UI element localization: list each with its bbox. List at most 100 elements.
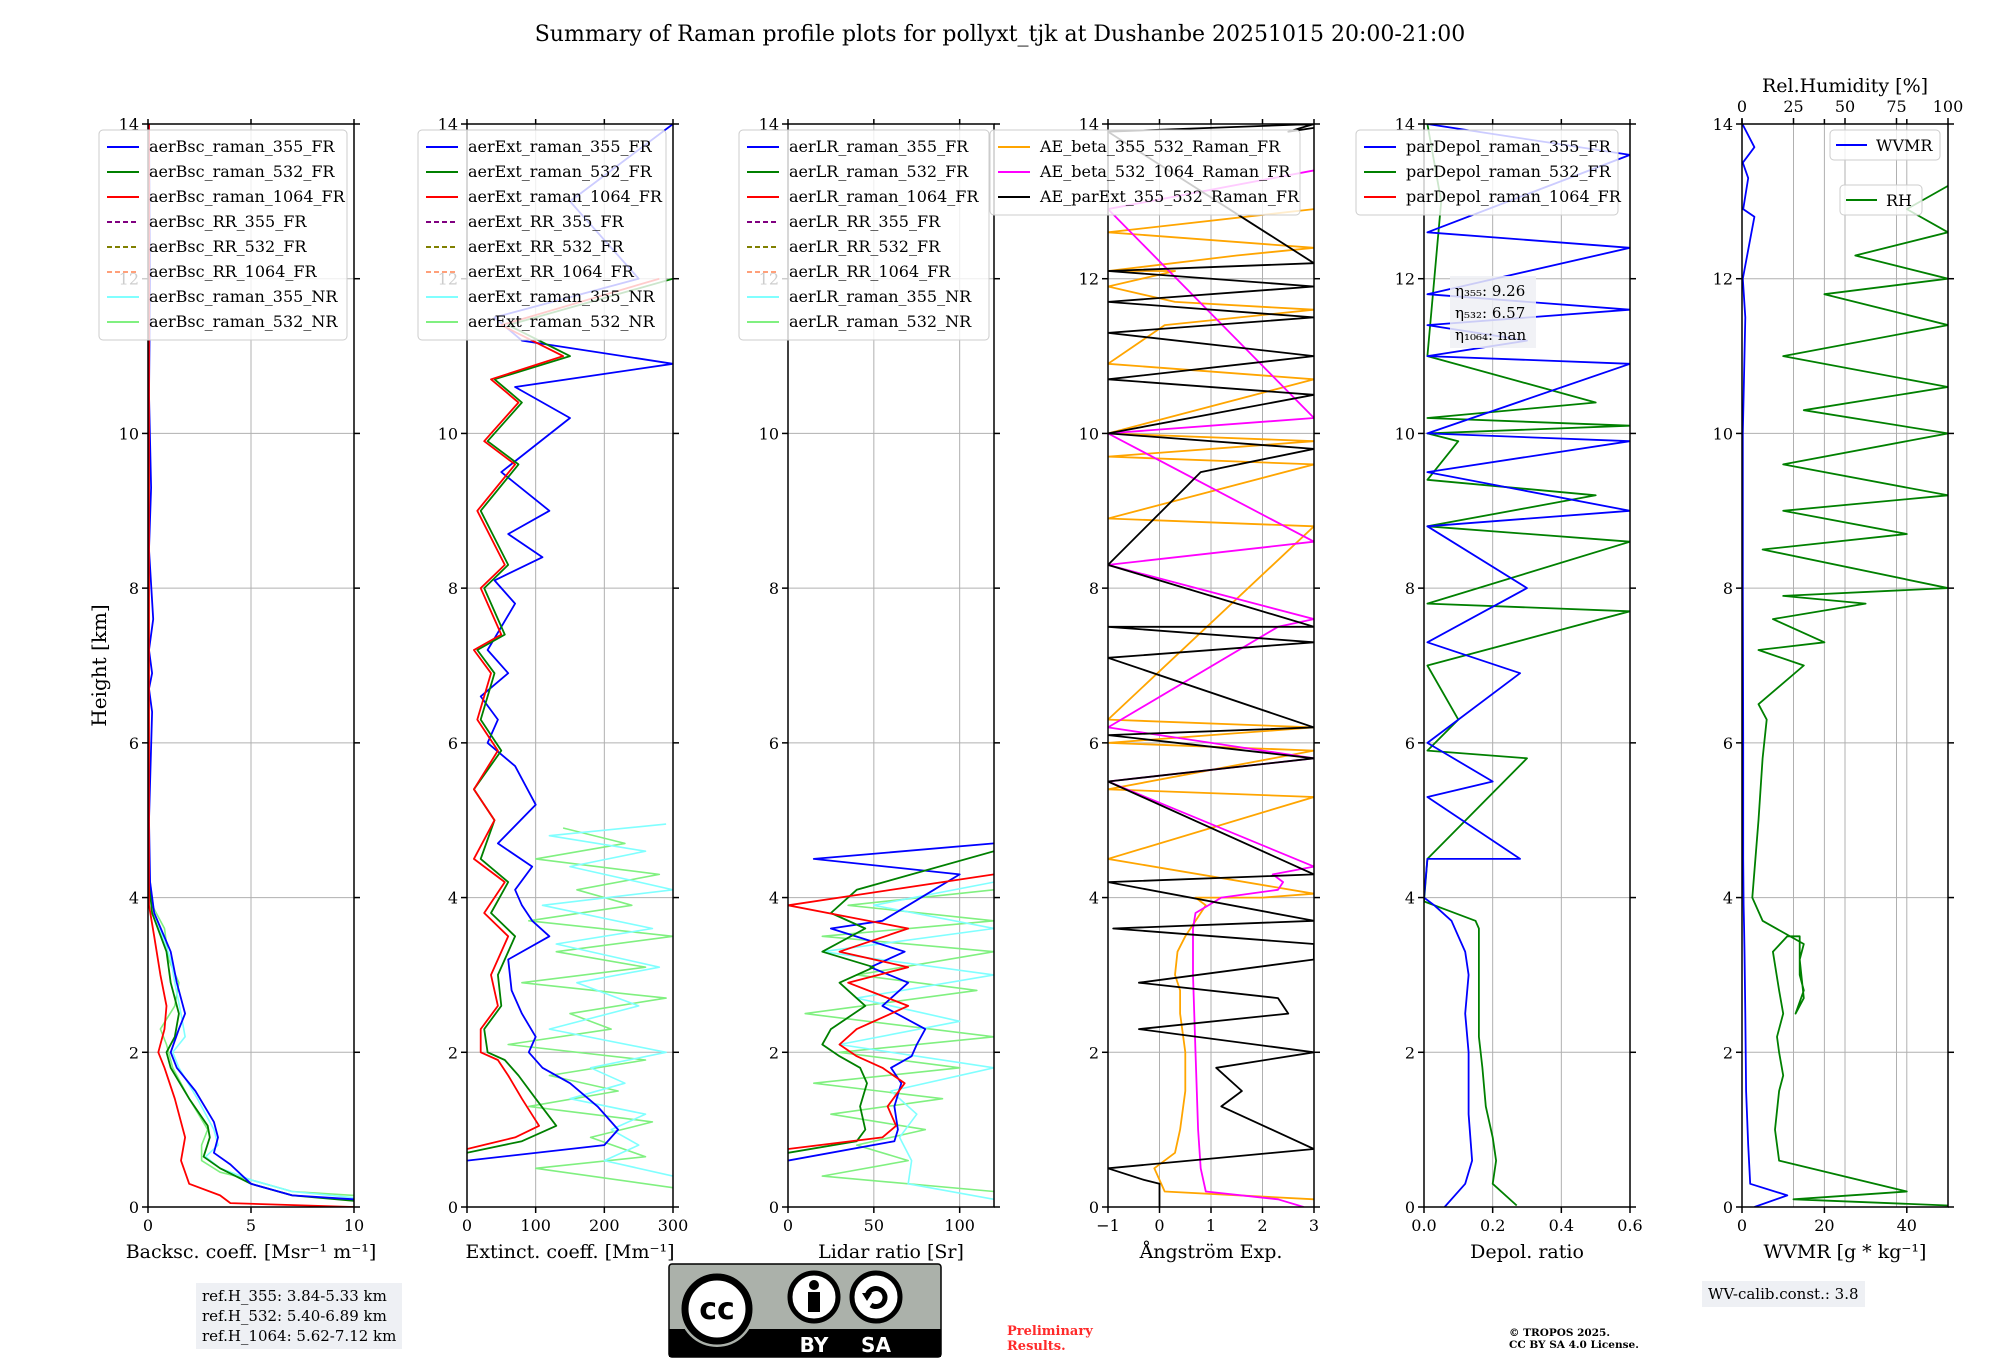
x-tick-label: 300 bbox=[658, 1216, 689, 1235]
y-tick-label: 8 bbox=[769, 579, 779, 598]
x2-tick-label: 25 bbox=[1783, 97, 1803, 116]
y-tick-label: 14 bbox=[1713, 115, 1733, 134]
legend-box bbox=[417, 129, 667, 341]
y-tick-label: 8 bbox=[1089, 579, 1099, 598]
x-axis-label: Lidar ratio [Sr] bbox=[818, 1241, 964, 1263]
legend-label: aerBsc_raman_355_FR bbox=[149, 137, 335, 156]
reference-heights-box: ref.H_355: 3.84-5.33 km ref.H_532: 5.40-… bbox=[196, 1283, 403, 1349]
x-tick-label: −1 bbox=[1096, 1216, 1120, 1235]
series-line-WVMR bbox=[1742, 124, 1789, 1207]
legend-label: WVMR bbox=[1876, 136, 1933, 155]
preliminary-line-2: Results. bbox=[1007, 1339, 1066, 1354]
y-tick-label: 10 bbox=[438, 424, 458, 443]
y-tick-label: 14 bbox=[759, 115, 779, 134]
y-tick-label: 8 bbox=[448, 579, 458, 598]
y-tick-label: 4 bbox=[1405, 889, 1415, 908]
legend: AE_beta_355_532_Raman_FR AE_beta_532_1064… bbox=[989, 129, 1301, 216]
legend-label: AE_beta_532_1064_Raman_FR bbox=[1039, 162, 1291, 181]
copyright-note: © TROPOS 2025. CC BY SA 4.0 License. bbox=[1509, 1327, 1639, 1351]
legend-label: aerLR_RR_355_FR bbox=[789, 212, 941, 231]
y-tick-label: 0 bbox=[1089, 1198, 1099, 1217]
x2-axis-label: Rel.Humidity [%] bbox=[1762, 75, 1928, 97]
y-tick-label: 2 bbox=[129, 1043, 139, 1062]
legend-label: parDepol_raman_532_FR bbox=[1406, 162, 1612, 181]
x-tick-label: 3 bbox=[1309, 1216, 1319, 1235]
x-tick-label: 0 bbox=[462, 1216, 472, 1235]
legend-label: aerBsc_RR_532_FR bbox=[149, 237, 307, 256]
wv-calibration-box: WV-calib.const.: 3.8 bbox=[1702, 1281, 1865, 1307]
series-group bbox=[148, 124, 354, 1207]
cc-icon-label: cc bbox=[699, 1292, 735, 1327]
series-line-aerLR_raman_532_NR bbox=[804, 889, 994, 1193]
series-line-aerLR_raman_1064_FR bbox=[788, 873, 994, 1150]
legend-box bbox=[1839, 184, 1923, 216]
legend-box bbox=[738, 129, 990, 341]
legend-box bbox=[98, 129, 348, 341]
legend-label: aerLR_raman_355_NR bbox=[789, 287, 972, 306]
x-tick-label: 0 bbox=[143, 1216, 153, 1235]
x-axis-label: Backsc. coeff. [Msr⁻¹ m⁻¹] bbox=[126, 1241, 377, 1263]
legend-label: parDepol_raman_1064_FR bbox=[1406, 187, 1622, 206]
series-line-aerExt_raman_355_FR bbox=[467, 124, 673, 1162]
y-tick-label: 12 bbox=[1395, 270, 1415, 289]
series-line-aerExt_raman_532_NR bbox=[507, 827, 673, 1189]
x-tick-label: 0.4 bbox=[1549, 1216, 1574, 1235]
y-tick-label: 14 bbox=[1395, 115, 1415, 134]
series-line-aerExt_raman_1064_FR bbox=[467, 277, 660, 1150]
y-tick-label: 10 bbox=[759, 424, 779, 443]
legend-label: aerExt_RR_532_FR bbox=[468, 237, 625, 256]
cc-icon bbox=[681, 1273, 753, 1345]
y-tick-label: 6 bbox=[448, 734, 458, 753]
y-tick-label: 4 bbox=[1723, 889, 1733, 908]
series-group bbox=[1742, 124, 1948, 1207]
x2-tick-label: 50 bbox=[1835, 97, 1855, 116]
badge-sa-label: SA bbox=[861, 1333, 891, 1357]
y-tick-label: 8 bbox=[1723, 579, 1733, 598]
legend-label: aerBsc_raman_532_NR bbox=[149, 312, 338, 331]
legend: parDepol_raman_355_FR parDepol_raman_532_… bbox=[1355, 129, 1622, 216]
x2-tick-label: 0 bbox=[1737, 97, 1747, 116]
x-tick-label: 0.2 bbox=[1480, 1216, 1505, 1235]
cc-by-sa-badge: cc BY SA bbox=[668, 1263, 942, 1358]
legend-label: aerBsc_raman_532_FR bbox=[149, 162, 335, 181]
series-line-AE_beta_532_1064_Raman_FR bbox=[1108, 169, 1314, 1207]
y-tick-label: 8 bbox=[129, 579, 139, 598]
y-tick-label: 0 bbox=[1405, 1198, 1415, 1217]
series-line-aerBsc_raman_355_NR bbox=[149, 881, 354, 1199]
x-tick-label: 1 bbox=[1206, 1216, 1216, 1235]
series-line-aerExt_raman_355_NR bbox=[541, 823, 673, 1177]
series-line-aerBsc_raman_532_FR bbox=[148, 882, 354, 1202]
y-tick-label: 10 bbox=[1713, 424, 1733, 443]
y-tick-label: 6 bbox=[129, 734, 139, 753]
panel-bsc: 051002468101214Backsc. coeff. [Msr⁻¹ m⁻¹… bbox=[87, 115, 376, 1263]
series-group bbox=[467, 124, 673, 1189]
legend: aerExt_raman_355_FR aerExt_raman_532_FRae… bbox=[417, 129, 667, 341]
attribution-icon-head bbox=[809, 1280, 819, 1290]
panel-depol: 0.0 0.2 0.4 0.6 0 2 4 6 8 10 12 14 Depol. ratio parDe… bbox=[1355, 115, 1643, 1263]
x-tick-label: 200 bbox=[589, 1216, 620, 1235]
legend-label: aerLR_raman_532_NR bbox=[789, 312, 972, 331]
legend-label: aerExt_RR_1064_FR bbox=[468, 262, 635, 281]
axes-frame bbox=[1423, 123, 1631, 1208]
panel-ext: 010020030002468101214Extinct. coeff. [Mm… bbox=[417, 115, 689, 1263]
axes-frame bbox=[787, 123, 995, 1208]
y-tick-label: 6 bbox=[1723, 734, 1733, 753]
y-tick-label: 10 bbox=[1079, 424, 1099, 443]
legend-box bbox=[989, 129, 1301, 216]
series-line-AE_parExt_355_532_Raman_FR bbox=[1108, 124, 1314, 1207]
x-axis-label: Extinct. coeff. [Mm⁻¹] bbox=[465, 1241, 674, 1263]
series-line-aerBsc_raman_532_NR bbox=[149, 882, 354, 1197]
x-tick-label: 20 bbox=[1814, 1216, 1834, 1235]
legend-label: aerLR_raman_1064_FR bbox=[789, 187, 979, 206]
legend-label: AE_parExt_355_532_Raman_FR bbox=[1039, 187, 1300, 206]
x-tick-label: 50 bbox=[864, 1216, 884, 1235]
legend-label: aerExt_raman_355_FR bbox=[468, 137, 653, 156]
x-axis-label: WVMR [g * kg⁻¹] bbox=[1764, 1241, 1927, 1263]
legend-label: RH bbox=[1886, 191, 1912, 210]
x2-tick-label: 100 bbox=[1933, 97, 1964, 116]
legend: aerBsc_raman_355_FR aerBsc_raman_532_FRae… bbox=[98, 129, 348, 341]
depol-annotation-line: η₅₃₂: 6.57 bbox=[1455, 304, 1525, 322]
y-tick-label: 2 bbox=[1405, 1043, 1415, 1062]
